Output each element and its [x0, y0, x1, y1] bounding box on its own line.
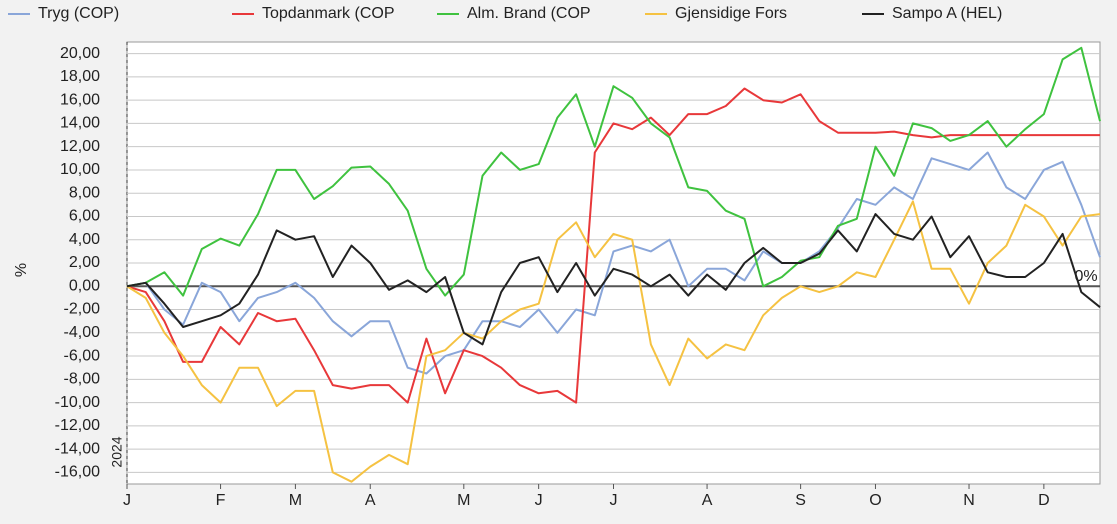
x-tick-label: J	[610, 492, 618, 509]
zero-label: 0%	[1074, 268, 1097, 285]
y-tick-label: 14,00	[60, 115, 100, 132]
x-tick-label: O	[869, 492, 881, 509]
y-tick-label: 16,00	[60, 91, 100, 108]
y-tick-label: -4,00	[64, 324, 101, 341]
x-tick-label: A	[702, 492, 713, 509]
y-tick-label: 0,00	[69, 277, 100, 294]
y-tick-label: 8,00	[69, 184, 100, 201]
legend-label: Topdanmark (COP	[262, 5, 395, 22]
y-tick-label: -16,00	[55, 464, 100, 481]
series-line	[126, 46, 1101, 297]
series-line	[126, 87, 1100, 404]
x-tick-label: J	[535, 492, 543, 509]
y-tick-label: -14,00	[55, 440, 100, 457]
legend-label: Sampo A (HEL)	[892, 5, 1002, 22]
y-tick-label: 10,00	[60, 161, 100, 178]
year-label: 2024	[109, 436, 125, 467]
y-tick-label: -10,00	[55, 394, 100, 411]
x-tick-label: J	[123, 492, 131, 509]
x-tick-label: F	[216, 492, 226, 509]
legend: Tryg (COP) Topdanmark (COP Alm. Brand (COP…	[8, 5, 1002, 22]
x-tick-label: M	[457, 492, 470, 509]
y-tick-label: -2,00	[64, 301, 101, 318]
x-tick-label: D	[1038, 492, 1050, 509]
x-tick-label: A	[365, 492, 376, 509]
series-line	[126, 151, 1101, 375]
y-tick-label: 18,00	[60, 68, 100, 85]
y-tick-label: 4,00	[69, 231, 100, 248]
y-tick-label: -12,00	[55, 417, 100, 434]
y-tick-label: -6,00	[64, 347, 101, 364]
y-tick-label: 12,00	[60, 138, 100, 155]
x-tick-label: S	[795, 492, 806, 509]
y-axis-label: %	[13, 263, 30, 277]
legend-label: Gjensidige Fors	[675, 5, 787, 22]
y-tick-label: 2,00	[69, 254, 100, 271]
y-tick-label: -8,00	[64, 371, 101, 388]
series-line	[126, 200, 1101, 483]
y-tick-label: 6,00	[69, 208, 100, 225]
series-line	[126, 213, 1101, 346]
legend-label: Alm. Brand (COP	[467, 5, 591, 22]
x-tick-label: N	[963, 492, 975, 509]
x-tick-label: M	[289, 492, 302, 509]
legend-label: Tryg (COP)	[38, 5, 119, 22]
y-tick-label: 20,00	[60, 45, 100, 62]
